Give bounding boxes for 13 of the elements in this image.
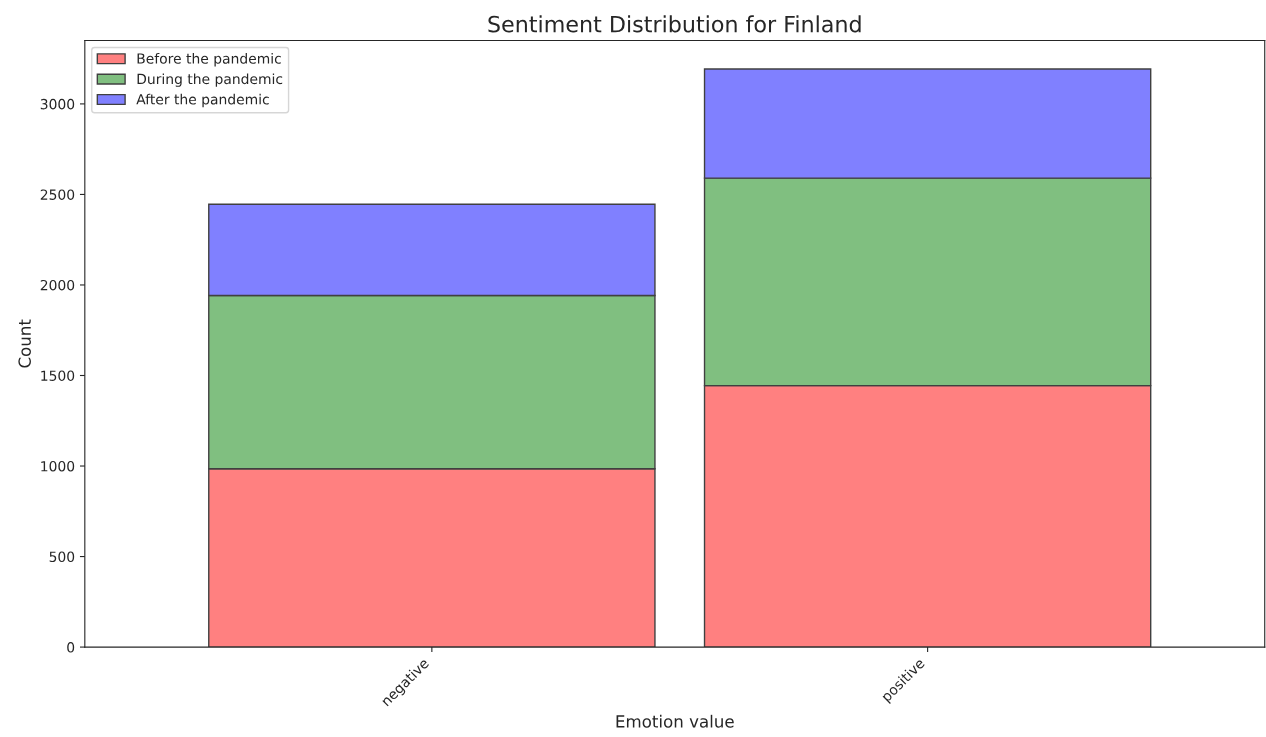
y-tick-label: 3000 <box>40 98 75 110</box>
y-tick-label: 2000 <box>40 279 75 291</box>
y-tick-label: 0 <box>67 642 75 653</box>
y-tick-label: 1500 <box>41 370 75 381</box>
legend-label: During the pandemic <box>137 73 283 87</box>
legend-label: Before the pandemic <box>137 53 281 67</box>
x-axis-title: Emotion value <box>616 714 734 728</box>
legend-label: After the pandemic <box>136 93 269 108</box>
y-tick-label: 1000 <box>41 460 75 472</box>
y-tick-label: 2500 <box>40 189 75 200</box>
y-tick-label: 500 <box>49 551 75 563</box>
chart-title: Sentiment Distribution for Finland <box>488 15 861 33</box>
y-axis-title: Count <box>18 319 31 368</box>
